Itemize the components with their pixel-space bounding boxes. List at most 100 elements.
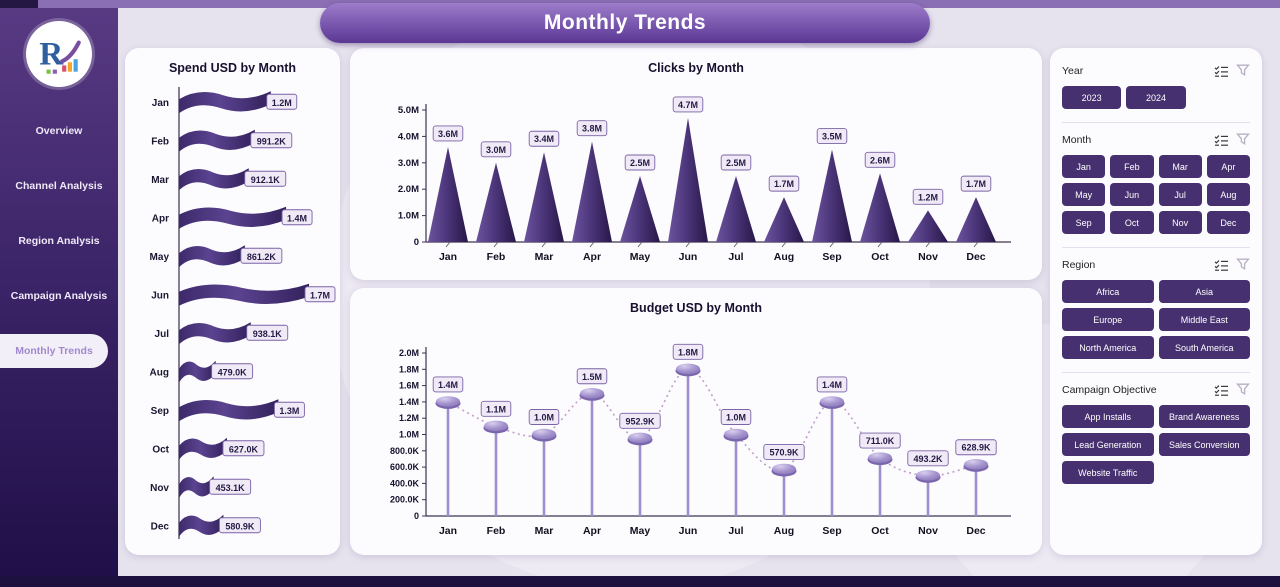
filter-region-europe[interactable]: Europe: [1062, 308, 1154, 331]
svg-text:Jul: Jul: [155, 329, 170, 340]
clear-filter-icon[interactable]: [1236, 133, 1250, 146]
filter-month-sep[interactable]: Sep: [1062, 211, 1106, 234]
svg-text:1.5M: 1.5M: [582, 372, 602, 382]
svg-text:580.9K: 580.9K: [225, 521, 255, 531]
filter-month-jan[interactable]: Jan: [1062, 155, 1106, 178]
filter-month-feb[interactable]: Feb: [1110, 155, 1154, 178]
filter-section-region: Region Africa Asia Europe Middle East North A…: [1062, 248, 1250, 373]
svg-text:Oct: Oct: [871, 525, 889, 537]
clicks-bar-dec: 1.7M Dec: [956, 175, 996, 263]
svg-text:1.4M: 1.4M: [399, 397, 419, 407]
svg-text:Dec: Dec: [966, 525, 985, 537]
filter-month-nov[interactable]: Nov: [1158, 211, 1202, 234]
sidebar-item-campaign-analysis[interactable]: Campaign Analysis: [10, 290, 108, 302]
budget-point-jan: 1.4M Jan: [432, 376, 464, 537]
sidebar-nav: Overview Channel Analysis Region Analysis C…: [0, 114, 118, 389]
svg-text:1.2M: 1.2M: [918, 192, 938, 202]
clear-filter-icon[interactable]: [1236, 64, 1250, 77]
filter-region-south-america[interactable]: South America: [1158, 336, 1250, 359]
clicks-chart-card: Clicks by Month 0 1.0M 2.0M 3.0M 4.0M 5.0M 3.6…: [350, 48, 1042, 280]
budget-point-dec: 628.9K Dec: [955, 439, 997, 537]
svg-text:Apr: Apr: [152, 213, 169, 224]
spend-chart-card: Spend USD by Month Jan 1.2M Feb 991.2K Mar 91…: [125, 48, 340, 555]
svg-text:1.0M: 1.0M: [534, 413, 554, 423]
clicks-bar-feb: 3.0M Feb: [476, 141, 516, 263]
select-all-icon[interactable]: [1214, 65, 1229, 77]
svg-text:3.8M: 3.8M: [582, 124, 602, 134]
filter-campaign-objective-lead-generation[interactable]: Lead Generation: [1062, 433, 1154, 456]
clicks-bar-aug: 1.7M Aug: [764, 175, 804, 263]
svg-text:Jan: Jan: [152, 98, 169, 109]
select-all-icon[interactable]: [1214, 134, 1229, 146]
filter-region-africa[interactable]: Africa: [1062, 280, 1154, 303]
filter-month-jun[interactable]: Jun: [1110, 183, 1154, 206]
svg-text:4.7M: 4.7M: [678, 100, 698, 110]
filter-campaign-objective-website-traffic[interactable]: Website Traffic: [1062, 461, 1154, 484]
clicks-bar-apr: 3.8M Apr: [572, 120, 612, 263]
filter-month-dec[interactable]: Dec: [1206, 211, 1250, 234]
filter-year-2023[interactable]: 2023: [1062, 86, 1122, 109]
clicks-bar-jan: 3.6M Jan: [428, 125, 468, 263]
filter-month-mar[interactable]: Mar: [1158, 155, 1202, 178]
svg-text:Jul: Jul: [728, 251, 743, 263]
clicks-bar-mar: 3.4M Mar: [524, 130, 564, 263]
svg-text:Aug: Aug: [774, 251, 794, 263]
filter-month-jul[interactable]: Jul: [1158, 183, 1202, 206]
filter-header-icons: [1214, 64, 1250, 77]
filter-options: Jan Feb Mar Apr May Jun Jul Aug Sep Oct Nov Dec: [1062, 155, 1250, 234]
spend-chart-title: Spend USD by Month: [168, 61, 297, 75]
budget-point-jun: 1.8M Jun: [672, 343, 704, 537]
filter-options: Africa Asia Europe Middle East North America…: [1062, 280, 1250, 359]
clear-filter-icon[interactable]: [1236, 258, 1250, 271]
svg-text:Nov: Nov: [918, 251, 938, 263]
filter-region-middle-east[interactable]: Middle East: [1158, 308, 1250, 331]
svg-text:Dec: Dec: [966, 251, 985, 263]
svg-text:711.0K: 711.0K: [866, 436, 895, 446]
sidebar-item-overview[interactable]: Overview: [35, 125, 83, 137]
svg-text:May: May: [630, 525, 651, 537]
clear-filter-icon[interactable]: [1236, 383, 1250, 396]
filter-region-asia[interactable]: Asia: [1158, 280, 1250, 303]
budget-point-feb: 1.1M Feb: [480, 400, 512, 537]
filter-region-north-america[interactable]: North America: [1062, 336, 1154, 359]
filter-month-may[interactable]: May: [1062, 183, 1106, 206]
svg-text:Jun: Jun: [679, 525, 698, 537]
filter-section-campaign-objective: Campaign Objective App Installs Brand Awar…: [1062, 373, 1250, 497]
svg-text:628.9K: 628.9K: [961, 443, 991, 453]
svg-text:1.7M: 1.7M: [310, 290, 330, 300]
page-title-banner: Monthly Trends: [320, 3, 930, 43]
sidebar-item-monthly-trends[interactable]: Monthly Trends: [0, 334, 108, 368]
select-all-icon[interactable]: [1214, 259, 1229, 271]
sidebar: R Overview Channel Analysis Region Analysi…: [0, 8, 118, 576]
filter-month-apr[interactable]: Apr: [1206, 155, 1250, 178]
spend-row-nov: Nov 453.1K: [150, 476, 252, 499]
svg-text:800.0K: 800.0K: [390, 446, 420, 456]
svg-text:3.4M: 3.4M: [534, 134, 554, 144]
filter-campaign-objective-sales-conversion[interactable]: Sales Conversion: [1158, 433, 1250, 456]
budget-point-oct: 711.0K Oct: [859, 432, 901, 537]
bottom-bar: [0, 576, 1280, 587]
clicks-chart-title: Clicks by Month: [648, 61, 744, 75]
svg-text:Apr: Apr: [583, 251, 601, 263]
budget-chart-title: Budget USD by Month: [630, 301, 762, 315]
svg-text:Feb: Feb: [487, 251, 506, 263]
filter-options: 2023 2024: [1062, 86, 1250, 109]
svg-text:Nov: Nov: [918, 525, 938, 537]
sidebar-item-channel-analysis[interactable]: Channel Analysis: [15, 180, 103, 192]
svg-text:Sep: Sep: [822, 525, 841, 537]
svg-text:Aug: Aug: [150, 367, 169, 378]
filter-year-2024[interactable]: 2024: [1126, 86, 1186, 109]
clicks-bar-may: 2.5M May: [620, 154, 660, 263]
budget-point-mar: 1.0M Mar: [528, 409, 560, 537]
svg-text:3.5M: 3.5M: [822, 132, 842, 142]
filter-campaign-objective-app-installs[interactable]: App Installs: [1062, 405, 1154, 428]
filter-title-month: Month: [1062, 133, 1092, 146]
filter-month-oct[interactable]: Oct: [1110, 211, 1154, 234]
svg-text:861.2K: 861.2K: [247, 252, 277, 262]
svg-text:Jun: Jun: [679, 251, 698, 263]
sidebar-item-region-analysis[interactable]: Region Analysis: [18, 235, 100, 247]
select-all-icon[interactable]: [1214, 384, 1229, 396]
filter-month-aug[interactable]: Aug: [1206, 183, 1250, 206]
svg-text:Jan: Jan: [439, 525, 457, 537]
filter-campaign-objective-brand-awareness[interactable]: Brand Awareness: [1158, 405, 1250, 428]
